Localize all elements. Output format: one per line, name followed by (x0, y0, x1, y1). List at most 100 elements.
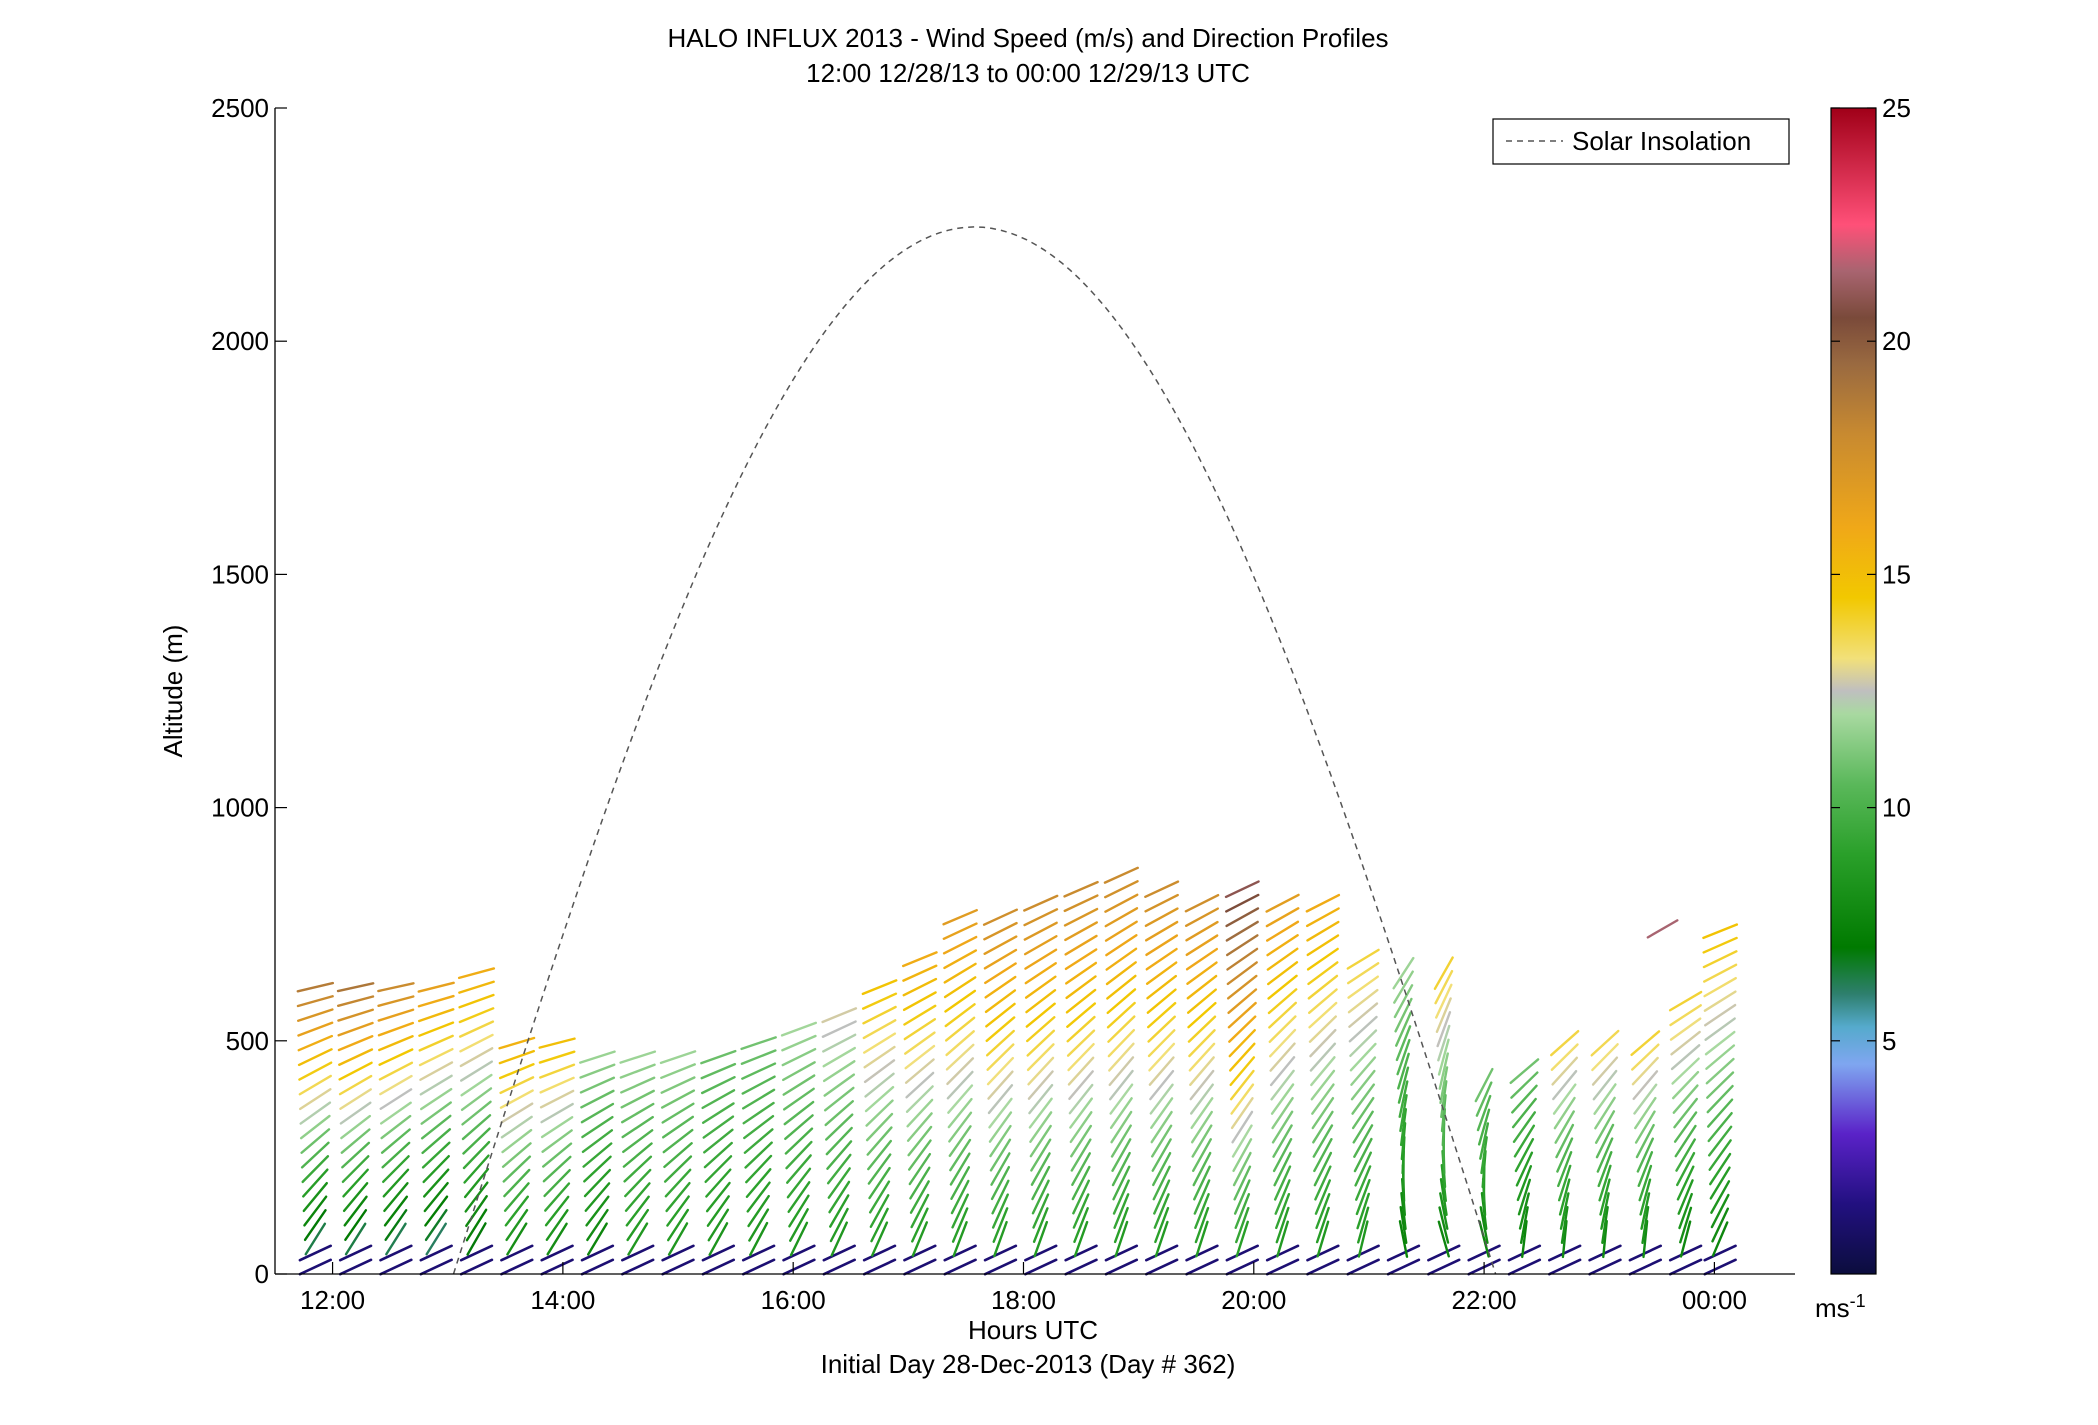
wind-barb-isolated (1646, 919, 1679, 939)
wind-barb (911, 1207, 929, 1243)
wind-barb (420, 1114, 452, 1140)
wind-barb (1229, 1069, 1255, 1101)
wind-barb (660, 1063, 696, 1080)
wind-barb (1427, 1244, 1461, 1262)
wind-barb (580, 1244, 615, 1262)
wind-barb (1593, 1083, 1617, 1115)
wind-barb (539, 1063, 576, 1079)
wind-barb (460, 1073, 493, 1097)
wind-barb (1309, 1042, 1337, 1072)
wind-barb (1153, 1193, 1170, 1229)
wind-barb (384, 1209, 408, 1242)
wind-barb (867, 1139, 893, 1171)
wind-barb (1705, 1044, 1736, 1070)
wind-barb (743, 1114, 775, 1140)
wind-barb (1477, 1108, 1491, 1146)
wind-barb (1068, 1070, 1094, 1101)
wind-barb (862, 1005, 897, 1025)
wind-barb (1706, 1098, 1734, 1128)
wind-barb (580, 1102, 615, 1124)
wind-barb (1275, 1206, 1290, 1244)
wind-barb (1481, 1149, 1487, 1189)
wind-barb (1706, 1084, 1734, 1114)
wind-barb (1103, 866, 1139, 884)
wind-barb (1189, 1056, 1215, 1086)
wind-barb (298, 1244, 333, 1262)
wind-barb (1110, 1110, 1133, 1144)
wind-barb (423, 1168, 450, 1198)
wind-barb (1186, 988, 1217, 1014)
wind-barb (1028, 1097, 1053, 1129)
wind-barb (1189, 1083, 1214, 1115)
wind-barb (1349, 1042, 1377, 1072)
y-tick-label: 2500 (211, 93, 269, 123)
wind-barb (1109, 1083, 1134, 1115)
wind-barb (662, 1115, 695, 1139)
wind-barb (1512, 1111, 1536, 1143)
wind-barb (1107, 1028, 1136, 1058)
wind-barb (340, 1128, 371, 1154)
wind-barb (1511, 1084, 1538, 1114)
wind-barb (338, 1048, 374, 1066)
wind-barb (904, 1044, 936, 1070)
wind-barb (1273, 1165, 1292, 1201)
wind-barb (340, 1114, 372, 1140)
wind-barb (983, 948, 1018, 970)
wind-barb (1112, 1179, 1130, 1215)
wind-barb (1669, 1004, 1702, 1027)
wind-barb (1674, 1124, 1697, 1158)
wind-barb (821, 1020, 857, 1038)
wind-barb (1672, 1084, 1699, 1114)
wind-barb (383, 1195, 409, 1227)
wind-barb (943, 1244, 977, 1262)
wind-barb (417, 1008, 455, 1023)
wind-barb (1673, 1097, 1698, 1129)
wind-barb (461, 1114, 492, 1141)
wind-barb (1266, 934, 1299, 957)
wind-barb (462, 1127, 491, 1155)
wind-barb (988, 1111, 1013, 1143)
wind-barb (1592, 1069, 1618, 1101)
wind-barb (1187, 1001, 1217, 1029)
wind-barb (381, 1141, 411, 1169)
wind-barb (903, 1258, 937, 1276)
wind-barb (382, 1168, 410, 1198)
wind-barb (1702, 950, 1738, 969)
wind-barb (1185, 1258, 1219, 1276)
wind-barb (782, 1087, 815, 1111)
y-tick-label: 1500 (211, 559, 269, 589)
wind-barb (1070, 1124, 1093, 1158)
wind-barb (1308, 1015, 1337, 1043)
axes-background (275, 108, 1795, 1274)
wind-barb (948, 1111, 973, 1143)
wind-barb (1227, 988, 1258, 1015)
wind-barb (943, 976, 977, 999)
wind-barb (903, 1244, 937, 1262)
wind-barb (621, 1102, 655, 1124)
wind-barb (1313, 1138, 1333, 1173)
wind-barb (377, 982, 415, 993)
wind-barb (1709, 1166, 1731, 1200)
wind-barb (701, 1258, 736, 1276)
wind-barb (620, 1076, 656, 1094)
wind-barb (744, 1141, 773, 1169)
wind-barb (1267, 974, 1298, 1000)
wind-barb (337, 1035, 374, 1052)
wind-barb (1591, 1056, 1619, 1086)
wind-barb (297, 1034, 334, 1052)
wind-barb (1510, 1071, 1539, 1099)
wind-barb (983, 935, 1018, 956)
wind-barb (1030, 1152, 1051, 1186)
wind-barb (1631, 1056, 1659, 1086)
wind-barb (623, 1155, 653, 1183)
wind-barb (662, 1128, 694, 1154)
wind-barb (586, 1208, 609, 1242)
wind-barb (539, 1089, 575, 1109)
wind-barb (952, 1221, 968, 1258)
wind-barb (1194, 1206, 1210, 1244)
wind-barb (625, 1195, 650, 1227)
wind-barb (783, 1100, 815, 1126)
wind-barb (908, 1139, 932, 1171)
wind-barb (626, 1208, 650, 1242)
wind-barb (950, 1179, 970, 1215)
